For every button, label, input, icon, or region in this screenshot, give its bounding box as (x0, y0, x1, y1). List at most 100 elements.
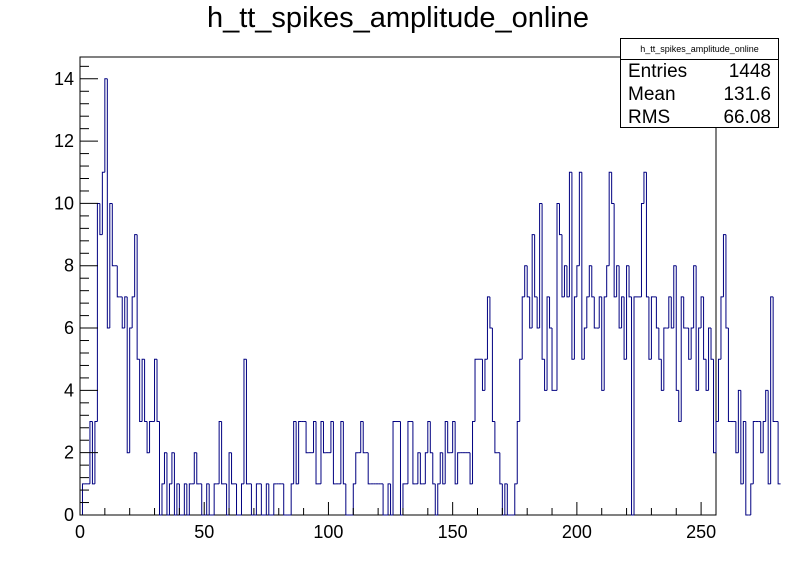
histogram-bin (240, 483, 244, 515)
histogram-bin (601, 296, 605, 391)
histogram-bin (444, 421, 448, 484)
plot-frame (79, 56, 717, 516)
histogram-bin (573, 296, 577, 360)
histogram-bin (134, 234, 138, 297)
y-tick-label: 10 (54, 193, 74, 213)
histogram-bin (670, 296, 674, 329)
y-tick-label: 8 (64, 256, 74, 276)
x-tick-label: 200 (562, 522, 592, 542)
chart-title: h_tt_spikes_amplitude_online (206, 2, 590, 34)
stats-mean-value: 131.6 (723, 84, 771, 105)
histogram-bin (124, 296, 128, 329)
histogram-bin (561, 234, 565, 298)
stats-mean-label: Mean (628, 84, 676, 105)
histogram-bin (298, 421, 302, 484)
histogram-bin (186, 483, 190, 516)
histogram-bin (166, 452, 170, 516)
y-tick-label: 2 (64, 443, 74, 463)
histogram-bin (94, 421, 98, 484)
stats-row-mean: Mean 131.6 (621, 83, 778, 106)
histogram-bin (588, 265, 592, 297)
histogram-bin (725, 234, 729, 329)
histogram-bin (417, 452, 421, 484)
histogram-bin (332, 421, 336, 485)
histogram-bin (693, 265, 697, 329)
histogram-bin (598, 296, 602, 329)
histogram-bin (136, 234, 140, 360)
histogram-bin (330, 421, 334, 453)
histogram-bin (407, 421, 411, 484)
histogram-bin (626, 265, 630, 360)
histogram-bin (442, 452, 446, 485)
histogram-bin (613, 203, 617, 298)
histogram-bin (168, 483, 172, 515)
histogram-bin (424, 452, 428, 484)
histogram-bin (313, 421, 317, 453)
histogram-bin (752, 421, 756, 484)
histogram-bin (295, 421, 299, 485)
histogram-bin (715, 421, 719, 453)
histogram-bin (176, 483, 180, 515)
histogram-bin (504, 483, 508, 515)
histogram-bin (265, 483, 269, 515)
histogram-bin (708, 327, 712, 391)
histogram-bin (99, 203, 103, 236)
y-tick-label: 6 (64, 318, 74, 338)
histogram-bin (576, 265, 580, 297)
y-tick-label: 4 (64, 380, 74, 400)
histogram-bin (322, 421, 326, 454)
histogram-bin (621, 296, 625, 329)
histogram-bin (434, 483, 438, 516)
histogram-bin (273, 483, 277, 515)
histogram-bin (494, 421, 498, 454)
histogram-bin (742, 421, 746, 484)
histogram-bin (243, 358, 247, 484)
histogram-bin (762, 421, 766, 453)
histogram-bin (737, 389, 741, 453)
histogram-bin (544, 359, 548, 391)
y-tick-label: 0 (64, 505, 74, 525)
stats-row-entries: Entries 1448 (621, 60, 778, 83)
histogram-bin (382, 483, 386, 516)
histogram-bin (399, 421, 403, 516)
histogram-bin (457, 452, 461, 484)
histogram-bin (578, 171, 582, 266)
histogram-bin (367, 452, 371, 485)
histogram-bin (111, 203, 115, 267)
histogram-bin (606, 265, 610, 297)
histogram-bin (524, 265, 528, 297)
histogram-bin (362, 421, 366, 454)
histogram-bin (245, 359, 249, 485)
histogram-bin (218, 421, 222, 484)
histogram-bin (591, 265, 595, 298)
histogram-bin (514, 483, 518, 515)
x-tick-label: 100 (313, 522, 343, 542)
histogram-bin (720, 296, 724, 360)
histogram-bin (340, 421, 344, 484)
histogram-bin (472, 421, 476, 484)
histogram-bin (315, 421, 319, 485)
histogram-bin (551, 328, 555, 391)
histogram-bin (156, 359, 160, 423)
x-tick-label: 250 (686, 522, 716, 542)
histogram-bin (109, 202, 113, 329)
histogram-bin (770, 296, 774, 484)
histogram-bin (683, 296, 687, 329)
histogram-bin (201, 483, 205, 516)
histogram-bin (680, 296, 684, 422)
histogram-bin (392, 421, 396, 515)
histogram-bin (116, 265, 120, 298)
histogram-bin (777, 421, 781, 485)
histogram-bin (489, 296, 493, 329)
histogram-bin (583, 327, 587, 360)
histogram-bin (268, 483, 272, 516)
histogram-bin (163, 452, 167, 484)
histogram-bin (491, 328, 495, 423)
histogram-bin (650, 296, 654, 360)
histogram-bin (571, 172, 575, 360)
histogram-bin (419, 452, 423, 485)
histogram-bin (690, 327, 694, 360)
histogram-bin (655, 296, 659, 329)
histogram-bin (221, 421, 225, 485)
y-tick-label: 12 (54, 131, 74, 151)
